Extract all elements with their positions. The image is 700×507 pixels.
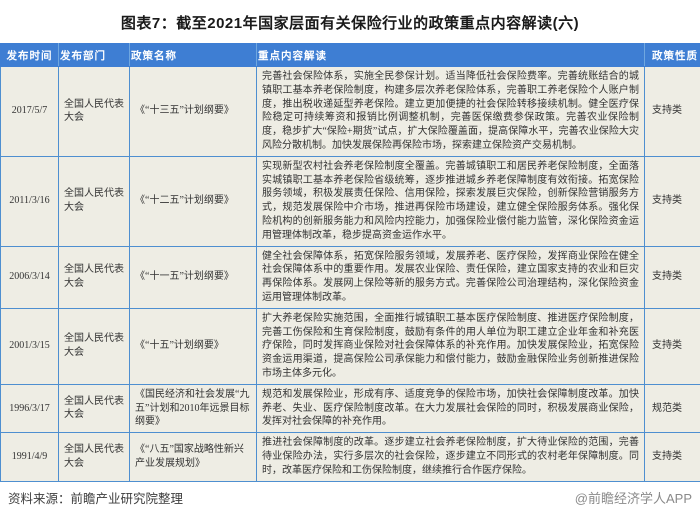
cell-dept: 全国人民代表大会	[59, 156, 130, 246]
column-header-dept: 发布部门	[59, 44, 130, 67]
cell-date: 2001/3/15	[1, 308, 59, 384]
cell-nature: 规范类	[645, 384, 700, 432]
cell-content: 扩大养老保险实施范围，全面推行城镇职工基本医疗保险制度、推进医疗保险制度，完善工…	[257, 308, 645, 384]
cell-dept: 全国人民代表大会	[59, 384, 130, 432]
cell-content: 健全社会保障体系，拓宽保险服务领域，发展养老、医疗保险，发挥商业保险在健全社会保…	[257, 246, 645, 308]
cell-date: 2017/5/7	[1, 67, 59, 157]
page-title: 图表7：截至2021年国家层面有关保险行业的政策重点内容解读(六)	[0, 0, 700, 33]
table-header-row: 发布时间发布部门政策名称重点内容解读政策性质	[1, 44, 700, 67]
brand-note: @前瞻经济学人APP	[575, 488, 692, 507]
cell-nature: 支持类	[645, 246, 700, 308]
cell-dept: 全国人民代表大会	[59, 67, 130, 157]
cell-content: 推进社会保障制度的改革。逐步建立社会养老保险制度，扩大待业保险的范围，完善待业保…	[257, 433, 645, 481]
cell-content: 完善社会保险体系，实施全民参保计划。适当降低社会保险费率。完善统账结合的城镇职工…	[257, 67, 645, 157]
cell-name: 《“十三五”计划纲要》	[130, 67, 257, 157]
cell-name: 《“八五”国家战略性新兴产业发展规划》	[130, 433, 257, 481]
column-header-content: 重点内容解读	[257, 44, 645, 67]
cell-nature: 支持类	[645, 67, 700, 157]
source-note: 资料来源：前瞻产业研究院整理	[8, 488, 183, 507]
cell-date: 2006/3/14	[1, 246, 59, 308]
cell-nature: 支持类	[645, 308, 700, 384]
cell-name: 《“十二五”计划纲要》	[130, 156, 257, 246]
cell-date: 1991/4/9	[1, 433, 59, 481]
cell-name: 《“十五”计划纲要》	[130, 308, 257, 384]
cell-name: 《“十一五”计划纲要》	[130, 246, 257, 308]
cell-name: 《国民经济和社会发展“九五”计划和2010年远景目标纲要》	[130, 384, 257, 432]
cell-nature: 支持类	[645, 156, 700, 246]
cell-dept: 全国人民代表大会	[59, 308, 130, 384]
footer: 资料来源：前瞻产业研究院整理 @前瞻经济学人APP	[8, 488, 692, 507]
column-header-name: 政策名称	[130, 44, 257, 67]
cell-date: 2011/3/16	[1, 156, 59, 246]
cell-date: 1996/3/17	[1, 384, 59, 432]
cell-nature: 支持类	[645, 433, 700, 481]
column-header-date: 发布时间	[1, 44, 59, 67]
cell-content: 实现新型农村社会养老保险制度全覆盖。完善城镇职工和居民养老保险制度，全面落实城镇…	[257, 156, 645, 246]
column-header-nature: 政策性质	[645, 44, 700, 67]
cell-dept: 全国人民代表大会	[59, 246, 130, 308]
cell-content: 规范和发展保险业，形成有序、适度竞争的保险市场，加快社会保障制度改革。加快养老、…	[257, 384, 645, 432]
cell-dept: 全国人民代表大会	[59, 433, 130, 481]
